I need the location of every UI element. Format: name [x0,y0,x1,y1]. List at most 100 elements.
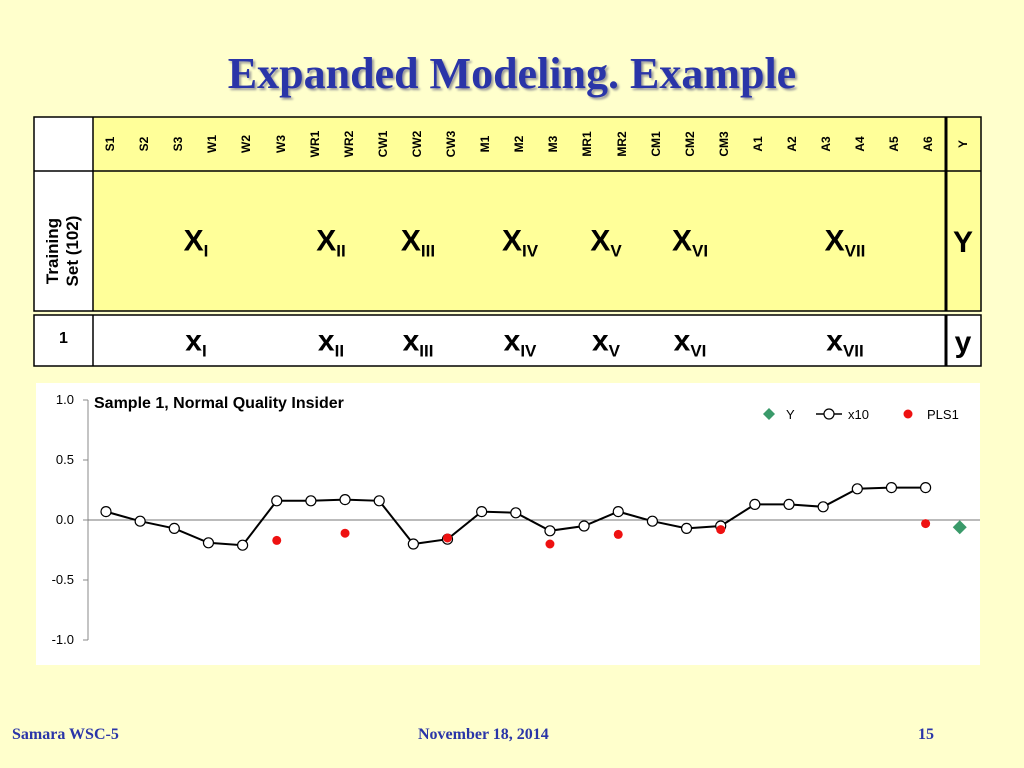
sample-block-v: xV [592,325,620,362]
legend-x10-label: x10 [848,407,869,422]
series-x10-point [134,515,146,527]
column-header-cw3: CW3 [444,130,458,158]
column-header-a3: A3 [819,136,834,152]
training-block-subscript: II [336,241,346,261]
series-x10-point [817,501,829,513]
sample-y-label: y [954,326,972,359]
sample-block-subscript: V [608,341,621,361]
legend-x10-marker [823,408,835,420]
slide-title: Expanded Modeling. Example [227,49,797,98]
sample-block-iii: xIII [403,325,434,362]
sample-block-subscript: II [334,341,345,361]
column-header-wr2: WR2 [341,130,356,158]
training-block-base: X [824,224,845,258]
column-header-cm1: CM1 [648,131,663,157]
sample-block-subscript: III [419,341,434,361]
column-header-a2: A2 [785,136,799,152]
series-pls1-point [545,539,555,549]
series-pls1-point [340,528,350,538]
column-header-mr1: MR1 [580,131,595,157]
sample-block-subscript: VI [690,341,707,361]
training-block-subscript: IV [521,241,539,261]
training-block-base: X [671,224,692,258]
training-block-base: X [400,224,421,258]
training-block-subscript: V [610,241,622,261]
training-label-line-1: Training [43,217,62,285]
legend-y-marker [763,408,775,420]
training-block-v: XV [590,225,621,262]
column-header-s1: S1 [103,136,117,152]
training-y-label: Y [952,226,974,259]
training-block-subscript: VI [691,241,709,261]
y-tick-label: -1.0 [52,632,74,647]
legend-pls1-marker [903,409,913,419]
legend-pls1-label: PLS1 [927,407,959,422]
series-y-point [952,520,967,535]
series-x10-point [783,498,795,511]
training-block-subscript: I [203,241,209,261]
sample-block-vii: xVII [826,325,863,362]
sample-block-ii: xII [318,325,344,362]
sample-block-base: x [673,324,691,358]
sample-block-subscript: IV [520,341,537,361]
training-block-iii: XIII [401,225,435,262]
training-block-subscript: VII [844,241,866,261]
series-x10-point [646,515,659,527]
footer-left: Samara WSC-5 [12,726,119,743]
column-header-w3: W3 [273,135,288,153]
column-header-w1: W1 [205,135,220,153]
series-x10-point [476,506,488,518]
y-tick-label: -0.5 [52,572,74,587]
series-x10-point [510,507,522,519]
series-pls1-point [272,535,282,545]
column-header-s3: S3 [171,136,186,152]
column-header-m1: M1 [478,135,493,153]
series-x10-point [100,506,112,518]
column-header-w2: W2 [239,135,254,153]
series-x10-point [373,495,385,507]
series-x10-point [271,495,283,507]
series-x10-point [851,483,863,495]
column-header-a5: A5 [887,136,902,152]
column-header-cm2: CM2 [682,131,697,157]
series-x10-point [544,525,556,537]
sample-block-base: x [591,324,609,358]
slide-number: 15 [918,726,934,743]
column-header-cm3: CM3 [716,131,731,157]
column-header-a6: A6 [921,136,936,152]
sample-block-base: x [317,324,335,358]
training-block-base: X [316,224,337,258]
series-x10-point [885,481,898,494]
series-pls1-point [921,519,931,529]
column-header-a4: A4 [853,136,868,152]
series-x10-point [919,481,932,494]
sample-block-subscript: I [201,341,207,361]
legend-y-label: Y [786,407,795,422]
series-x10-point [168,522,180,534]
y-column-header: Y [956,140,970,149]
series-x10-point [237,539,249,551]
column-header-m2: M2 [512,135,527,153]
training-block-i: XI [184,225,209,262]
sample-block-base: x [402,324,420,358]
column-header-cw1: CW1 [375,130,390,158]
table-corner-cell [34,117,93,171]
series-x10-point [612,506,624,518]
sample-row-label: 1 [59,330,68,347]
series-x10-point [339,493,351,506]
training-block-base: X [590,224,611,258]
footer-date: November 18, 2014 [418,726,549,743]
column-header-wr1: WR1 [307,130,322,158]
training-label-line-2: Set (102) [63,215,82,287]
column-header-m3: M3 [546,135,561,153]
series-pls1-point [716,525,726,535]
series-x10-point [680,522,693,534]
column-header-a1: A1 [750,136,765,152]
y-tick-label: 1.0 [56,392,74,407]
training-block-ii: XII [316,225,345,262]
sample-block-i: xI [185,325,206,362]
sample-block-iv: xIV [504,325,537,362]
series-x10-point [202,537,215,549]
column-header-s2: S2 [137,136,152,152]
chart-panel: 1.0 0.5 0.0 -0.5 -1.0 Sample 1, Normal Qualit… [36,383,980,665]
